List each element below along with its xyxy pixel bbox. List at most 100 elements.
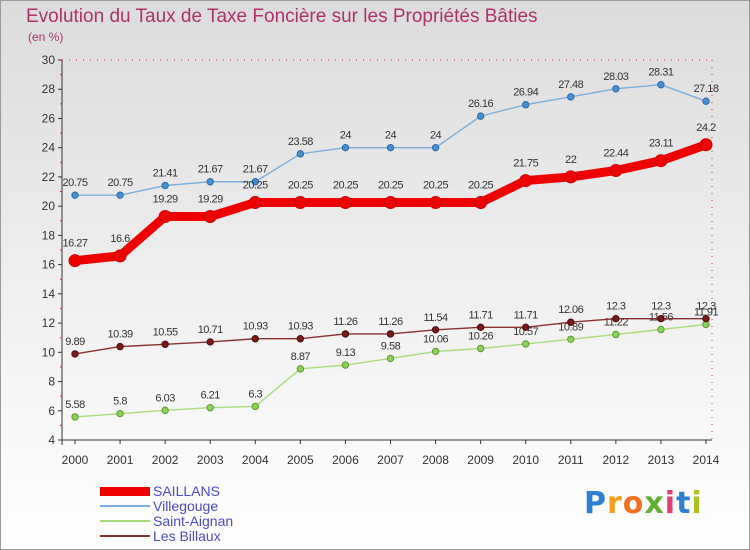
series-saint-aignan: 5.58 5.8 6.03 6.21 6.3 8.87 9.13 9.58 10.06 10.26… [65,306,719,421]
legend-label: SAILLANS [153,483,220,499]
data-point [206,338,214,346]
legend-swatch [100,487,150,496]
data-point [341,143,350,152]
data-point [248,196,262,209]
data-point [341,361,350,369]
data-label: 20.75 [108,177,133,189]
x-tick-label: 2002 [152,453,179,467]
data-label: 10.89 [558,321,583,333]
data-point [203,210,217,224]
data-point [386,330,395,338]
y-tick-label: 24 [42,141,56,155]
data-label: 24.2 [696,122,716,134]
data-point [612,85,620,93]
data-point [657,314,665,323]
data-label: 12.3 [696,301,716,313]
data-point [429,196,443,209]
x-tick-label: 2004 [242,453,269,467]
data-point [522,323,530,332]
data-label: 5.8 [113,396,127,408]
x-tick-label: 2003 [197,453,224,467]
data-point [474,196,488,209]
data-point [609,163,623,177]
y-tick-label: 14 [42,287,56,301]
data-point [476,323,485,332]
data-point [519,174,533,188]
data-label: 10.55 [153,326,178,338]
data-point [158,210,172,224]
data-point [657,81,665,89]
data-label: 10.26 [468,331,493,343]
legend-swatch [100,520,150,522]
x-tick-label: 2001 [107,453,134,467]
data-label: 16.6 [110,233,130,245]
x-tick-label: 2006 [332,453,359,467]
data-label: 9.89 [65,336,85,348]
data-point [68,254,82,268]
data-point [612,330,620,339]
data-label: 9.58 [381,340,401,352]
data-point [476,344,485,353]
logo-letter: i [664,486,677,521]
data-point [386,143,395,152]
data-label: 21.41 [153,168,178,180]
data-label: 24 [385,130,397,142]
series-les-billaux: 9.89 10.39 10.55 10.71 10.93 10.93 11.26 11.26 1… [65,301,717,358]
y-tick-label: 30 [42,53,56,67]
data-label: 8.87 [291,351,311,363]
y-tick-label: 10 [42,345,56,359]
data-label: 21.67 [243,164,268,176]
x-tick-label: 2009 [467,453,494,467]
data-label: 22 [565,154,577,166]
data-label: 12.06 [558,304,583,316]
data-point [657,325,665,334]
data-label: 10.39 [108,329,133,341]
data-point [161,406,169,415]
data-point [431,143,440,152]
x-tick-label: 2005 [287,453,314,467]
x-tick-label: 2008 [422,453,449,467]
data-label: 6.3 [248,388,262,400]
y-tick-label: 28 [42,82,56,96]
series-saillans: 16.27 16.6 19.29 19.29 20.25 20.25 20.25 20.25 2… [62,122,717,268]
data-label: 26.16 [468,98,493,110]
x-tick-label: 2014 [693,453,720,467]
data-label: 10.57 [513,326,538,338]
logo-letter: t [676,486,692,521]
data-label: 21.75 [513,158,538,170]
data-label: 10.93 [288,321,313,333]
data-label: 11.26 [378,316,403,328]
data-label: 23.58 [288,136,313,148]
proxiti-logo: Proxiti [584,486,703,521]
data-point [251,335,259,343]
data-label: 20.25 [468,180,493,192]
x-tick-label: 2000 [62,453,89,467]
data-label: 28.31 [648,67,673,79]
data-label: 11.71 [469,309,494,321]
data-label: 27.48 [558,79,583,91]
legend-item: SAILLANS [100,483,320,499]
data-point [206,404,214,412]
legend-label: Villegouge [153,498,219,514]
data-label: 12.3 [606,301,626,313]
logo-letter: x [644,486,665,521]
data-point [702,97,710,105]
data-label: 24 [430,130,442,142]
y-tick-label: 12 [42,316,56,330]
data-label: 27.18 [693,83,718,95]
legend-swatch [100,505,150,507]
x-tick-label: 2011 [558,453,584,467]
data-label: 24 [340,130,352,142]
y-tick-label: 16 [42,258,56,272]
data-label: 23.11 [649,138,674,150]
data-point [293,196,307,209]
chart-title: Evolution du Taux de Taxe Foncière sur l… [26,6,538,27]
data-label: 11.91 [694,306,719,318]
data-point [567,335,575,343]
data-label: 10.06 [423,333,448,345]
data-point [612,314,620,323]
data-point [251,402,259,411]
data-point [161,181,169,190]
data-point [113,249,127,263]
data-label: 11.26 [333,316,358,328]
